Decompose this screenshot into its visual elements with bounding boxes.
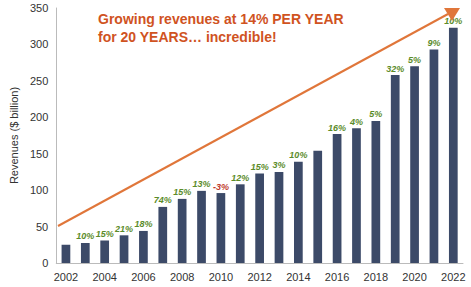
svg-text:50: 50 xyxy=(36,221,48,233)
svg-text:150: 150 xyxy=(30,148,48,160)
svg-text:2022: 2022 xyxy=(441,271,465,283)
svg-text:2010: 2010 xyxy=(209,271,233,283)
svg-text:18%: 18% xyxy=(134,219,152,229)
svg-text:0: 0 xyxy=(42,257,48,269)
svg-text:200: 200 xyxy=(30,111,48,123)
svg-text:Growing revenues at 14% PER YE: Growing revenues at 14% PER YEAR xyxy=(98,11,344,27)
svg-text:5%: 5% xyxy=(408,55,421,65)
svg-text:15%: 15% xyxy=(96,229,114,239)
svg-text:2006: 2006 xyxy=(131,271,155,283)
svg-text:2008: 2008 xyxy=(170,271,194,283)
svg-text:Revenues ($ billion): Revenues ($ billion) xyxy=(8,87,20,184)
svg-text:300: 300 xyxy=(30,38,48,50)
svg-text:250: 250 xyxy=(30,75,48,87)
svg-text:5%: 5% xyxy=(369,109,382,119)
svg-text:15%: 15% xyxy=(173,187,191,197)
svg-text:9%: 9% xyxy=(427,38,440,48)
svg-text:10%: 10% xyxy=(289,150,307,160)
svg-text:21%: 21% xyxy=(114,224,133,234)
svg-text:3%: 3% xyxy=(272,160,285,170)
svg-text:2012: 2012 xyxy=(247,271,271,283)
svg-text:for 20 YEARS… incredible!: for 20 YEARS… incredible! xyxy=(98,29,277,45)
svg-text:10%: 10% xyxy=(76,231,94,241)
svg-text:2018: 2018 xyxy=(364,271,388,283)
svg-text:100: 100 xyxy=(30,184,48,196)
svg-text:12%: 12% xyxy=(231,173,249,183)
svg-text:-3%: -3% xyxy=(213,182,229,192)
svg-text:2004: 2004 xyxy=(92,271,116,283)
svg-text:16%: 16% xyxy=(328,123,346,133)
svg-text:2020: 2020 xyxy=(402,271,426,283)
svg-text:2002: 2002 xyxy=(54,271,78,283)
svg-text:350: 350 xyxy=(30,2,48,14)
svg-text:4%: 4% xyxy=(349,117,363,127)
svg-text:13%: 13% xyxy=(193,179,211,189)
svg-text:15%: 15% xyxy=(251,162,269,172)
svg-text:74%: 74% xyxy=(154,195,172,205)
svg-text:2016: 2016 xyxy=(325,271,349,283)
svg-text:10%: 10% xyxy=(444,16,463,27)
svg-text:32%: 32% xyxy=(386,64,404,74)
svg-text:2014: 2014 xyxy=(286,271,310,283)
